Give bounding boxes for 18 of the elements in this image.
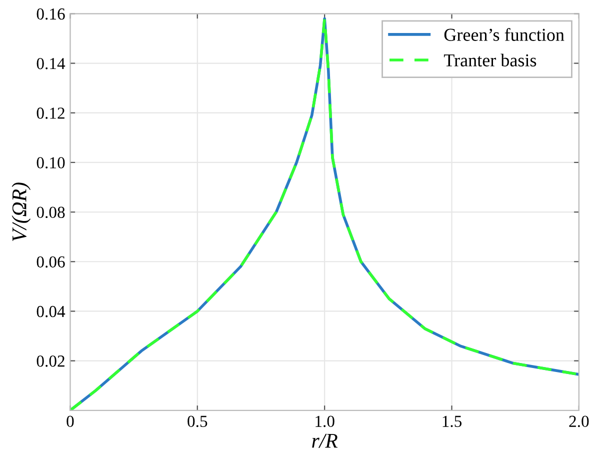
x-tick-label: 0.5	[188, 416, 208, 428]
y-tick-label: 0.10	[36, 157, 65, 168]
y-tick-label: 0.08	[36, 206, 65, 218]
x-tick-label: 1.0	[316, 416, 334, 428]
x-tick-label: 1.5	[442, 416, 462, 428]
y-tick-label: 0.02	[36, 356, 64, 367]
x-tick-label: 2.0	[569, 416, 589, 428]
y-axis-title: V/(ΩR)	[12, 182, 31, 242]
x-axis-title: r/R	[312, 434, 338, 448]
y-tick-label: 0.12	[36, 108, 64, 119]
y-tick-label: 0.06	[36, 256, 65, 268]
y-tick-label: 0.14	[36, 58, 66, 70]
y-tick-label: 0.04	[36, 306, 66, 318]
legend-label: Tranter basis	[444, 54, 536, 66]
x-tick-label: 0	[66, 416, 74, 427]
y-tick-label: 0.16	[36, 8, 65, 20]
line-series	[70, 17, 579, 410]
legend-label: Green’s function	[444, 28, 564, 41]
